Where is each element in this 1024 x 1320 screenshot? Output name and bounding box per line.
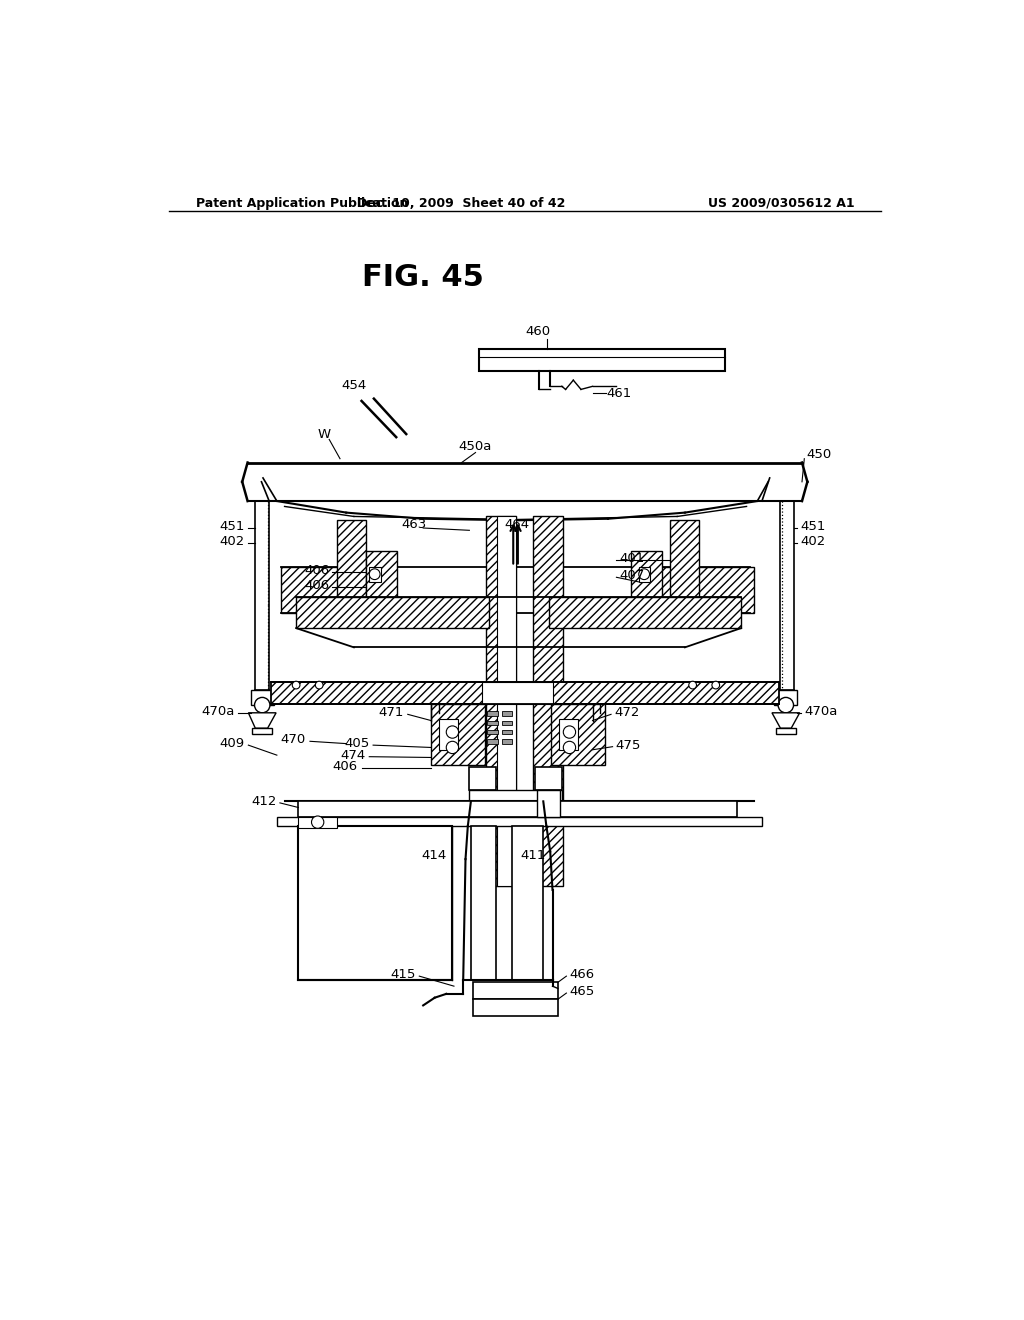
Circle shape bbox=[255, 697, 270, 713]
Polygon shape bbox=[249, 713, 276, 729]
Bar bbox=[487, 739, 498, 743]
Bar bbox=[502, 730, 512, 734]
Text: Patent Application Publication: Patent Application Publication bbox=[196, 197, 409, 210]
Circle shape bbox=[315, 681, 323, 689]
Bar bbox=[639, 566, 650, 582]
Text: 470a: 470a bbox=[201, 705, 234, 718]
Bar bbox=[298, 817, 337, 829]
Text: 406: 406 bbox=[304, 564, 330, 577]
Bar bbox=[776, 729, 796, 734]
Bar bbox=[469, 789, 562, 801]
Text: 451: 451 bbox=[801, 520, 825, 533]
Text: 470: 470 bbox=[281, 733, 306, 746]
Bar bbox=[631, 552, 662, 605]
Bar bbox=[670, 520, 698, 620]
Bar bbox=[502, 711, 512, 715]
Bar bbox=[551, 704, 605, 766]
Text: 407: 407 bbox=[620, 569, 645, 582]
Text: 411: 411 bbox=[520, 849, 546, 862]
Text: 463: 463 bbox=[401, 519, 427, 532]
Polygon shape bbox=[772, 713, 800, 729]
Bar bbox=[469, 767, 497, 789]
Circle shape bbox=[311, 816, 324, 829]
Bar bbox=[296, 598, 488, 628]
Text: 409: 409 bbox=[219, 737, 245, 750]
Bar bbox=[502, 721, 512, 725]
Circle shape bbox=[446, 742, 459, 754]
Bar bbox=[549, 598, 741, 628]
Bar bbox=[487, 721, 498, 725]
Circle shape bbox=[712, 681, 720, 689]
Text: 471: 471 bbox=[379, 706, 403, 719]
Circle shape bbox=[370, 569, 380, 579]
Bar bbox=[512, 826, 544, 979]
Bar bbox=[481, 682, 553, 704]
Bar bbox=[298, 826, 453, 979]
Bar bbox=[367, 552, 397, 605]
Bar bbox=[298, 801, 737, 817]
Text: W: W bbox=[318, 428, 331, 441]
Text: FIG. 45: FIG. 45 bbox=[362, 263, 484, 292]
Text: 460: 460 bbox=[525, 325, 551, 338]
Text: 412: 412 bbox=[252, 795, 276, 808]
Bar bbox=[487, 730, 498, 734]
Text: 401: 401 bbox=[620, 552, 645, 565]
Text: 406: 406 bbox=[304, 579, 330, 593]
Text: US 2009/0305612 A1: US 2009/0305612 A1 bbox=[708, 197, 855, 210]
Bar bbox=[252, 729, 272, 734]
Circle shape bbox=[446, 726, 459, 738]
Bar bbox=[497, 516, 515, 886]
Bar bbox=[337, 520, 367, 620]
Bar bbox=[276, 817, 762, 826]
Circle shape bbox=[689, 681, 696, 689]
Bar bbox=[559, 719, 578, 750]
Bar bbox=[370, 566, 381, 582]
Bar bbox=[478, 350, 725, 371]
Bar bbox=[654, 566, 755, 612]
Bar bbox=[486, 516, 515, 886]
Circle shape bbox=[778, 697, 794, 713]
Text: 461: 461 bbox=[606, 387, 632, 400]
Text: 414: 414 bbox=[421, 849, 446, 862]
Circle shape bbox=[563, 726, 575, 738]
Text: 450a: 450a bbox=[459, 440, 493, 453]
Text: 472: 472 bbox=[614, 706, 640, 719]
Bar bbox=[438, 719, 458, 750]
Bar bbox=[473, 999, 558, 1016]
Text: 466: 466 bbox=[569, 968, 595, 981]
Bar bbox=[281, 566, 381, 612]
Text: 405: 405 bbox=[344, 737, 370, 750]
Bar bbox=[502, 739, 512, 743]
Text: 402: 402 bbox=[219, 536, 245, 548]
Bar bbox=[774, 690, 798, 705]
Circle shape bbox=[639, 569, 649, 579]
Text: 402: 402 bbox=[801, 536, 825, 548]
Bar bbox=[251, 690, 273, 705]
Circle shape bbox=[292, 681, 300, 689]
Circle shape bbox=[563, 742, 575, 754]
Text: 454: 454 bbox=[341, 379, 367, 392]
Bar bbox=[270, 682, 779, 704]
Text: 464: 464 bbox=[505, 519, 529, 532]
Text: 470a: 470a bbox=[804, 705, 838, 718]
Bar bbox=[535, 767, 562, 789]
Text: 465: 465 bbox=[569, 985, 595, 998]
Bar bbox=[534, 516, 562, 886]
Bar bbox=[471, 826, 496, 979]
Text: 415: 415 bbox=[390, 968, 416, 981]
Bar bbox=[431, 704, 484, 766]
Text: 450: 450 bbox=[807, 449, 831, 462]
Text: 474: 474 bbox=[340, 748, 366, 762]
Bar bbox=[538, 789, 560, 817]
Text: Dec. 10, 2009  Sheet 40 of 42: Dec. 10, 2009 Sheet 40 of 42 bbox=[357, 197, 566, 210]
Bar bbox=[473, 982, 558, 999]
Text: 451: 451 bbox=[219, 520, 245, 533]
Text: 406: 406 bbox=[333, 760, 357, 774]
Bar bbox=[487, 711, 498, 715]
Text: 475: 475 bbox=[615, 739, 641, 751]
